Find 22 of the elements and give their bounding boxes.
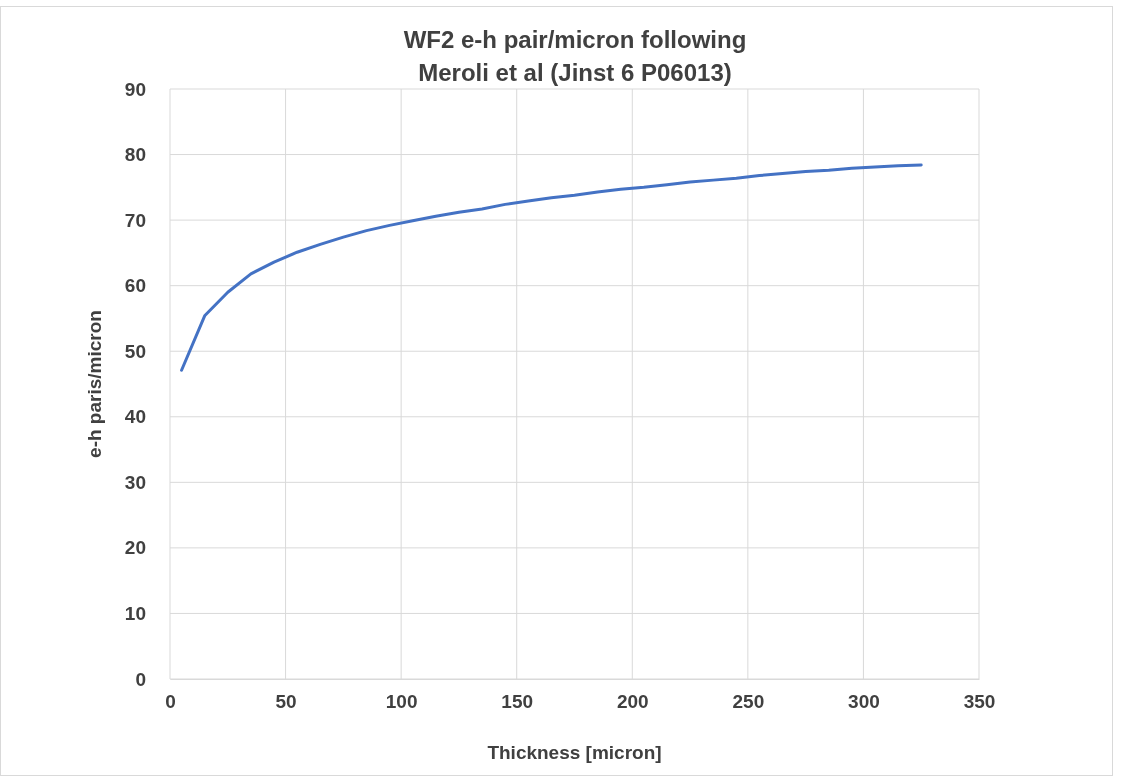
x-tick-label: 50 bbox=[275, 691, 297, 713]
y-tick-label: 60 bbox=[124, 275, 146, 297]
y-tick-label: 40 bbox=[124, 406, 146, 428]
line-series bbox=[180, 163, 923, 372]
y-tick-label: 20 bbox=[124, 537, 146, 559]
x-tick-label: 200 bbox=[616, 691, 649, 713]
y-tick-label: 0 bbox=[135, 668, 146, 690]
chart-title: WF2 e-h pair/micron following Meroli et al (Jinst 6 P06013) bbox=[403, 26, 747, 86]
y-tick-label: 70 bbox=[124, 209, 146, 231]
x-tick-label: 100 bbox=[385, 691, 418, 713]
y-tick-label: 10 bbox=[124, 603, 146, 625]
y-tick-label: 90 bbox=[124, 78, 146, 100]
y-tick-label: 80 bbox=[124, 144, 146, 166]
x-tick-label: 250 bbox=[732, 691, 765, 713]
x-axis-title: Thickness [micron] bbox=[487, 742, 662, 763]
x-tick-label: 300 bbox=[848, 691, 880, 713]
y-tick-label: 50 bbox=[124, 340, 146, 362]
y-tick-label: 30 bbox=[124, 471, 146, 493]
x-tick-label: 0 bbox=[165, 691, 176, 713]
y-axis-title: e-h paris/micron bbox=[84, 310, 105, 458]
x-tick-label: 350 bbox=[963, 691, 996, 713]
x-tick-label: 150 bbox=[501, 691, 534, 713]
